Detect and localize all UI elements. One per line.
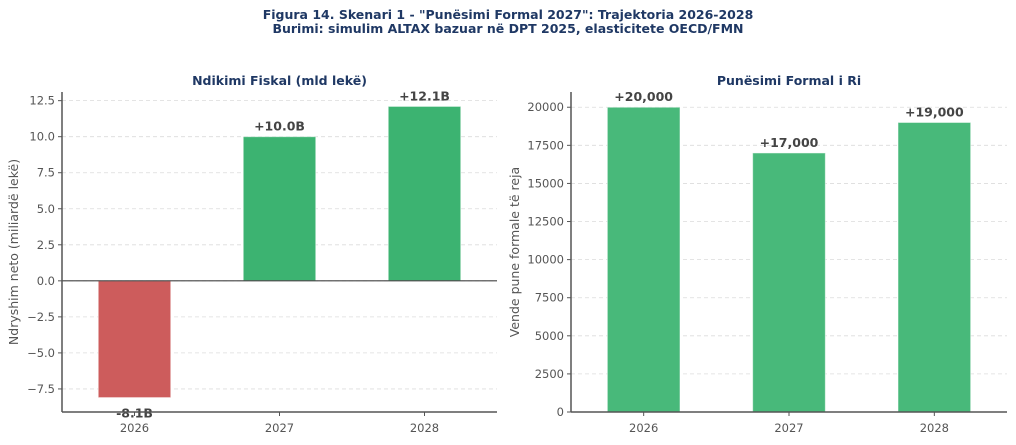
data-label: +20,000 — [614, 89, 673, 104]
x-tick-label: 2028 — [410, 421, 439, 435]
x-tick-label: 2026 — [629, 421, 658, 435]
y-tick-label: 2500 — [535, 367, 564, 381]
y-tick-label: 0.0 — [37, 274, 55, 288]
x-tick-label: 2028 — [920, 421, 949, 435]
x-tick-label: 2026 — [120, 421, 149, 435]
data-label: +12.1B — [399, 88, 450, 103]
chart-title: Punësimi Formal i Ri — [717, 73, 861, 88]
x-tick-label: 2027 — [774, 421, 803, 435]
y-axis-label: Vende pune formale të reja — [507, 167, 522, 337]
y-tick-label: 12500 — [527, 215, 564, 229]
y-tick-label: −7.5 — [27, 382, 55, 396]
data-label: +17,000 — [760, 135, 819, 150]
chart-title: Ndikimi Fiskal (mld lekë) — [192, 73, 367, 88]
bar-2028 — [897, 121, 972, 413]
bar-2027 — [752, 152, 826, 413]
bar-2026 — [606, 106, 681, 413]
data-label: +19,000 — [905, 104, 964, 119]
x-tick-label: 2027 — [265, 421, 294, 435]
y-tick-label: 7.5 — [37, 166, 55, 180]
y-tick-label: 10.0 — [29, 130, 55, 144]
y-tick-label: 0 — [557, 405, 564, 419]
subplot-1: −7.5−5.0−2.50.02.55.07.510.012.5-8.1B202… — [6, 73, 497, 435]
y-tick-label: −5.0 — [27, 346, 55, 360]
y-tick-label: 5.0 — [37, 202, 55, 216]
y-tick-label: −2.5 — [27, 310, 55, 324]
figure-title-line1: Figura 14. Skenari 1 - "Punësimi Formal … — [262, 7, 754, 22]
y-tick-label: 12.5 — [29, 94, 55, 108]
figure-title-line2: Burimi: simulim ALTAX bazuar në DPT 2025… — [272, 21, 744, 36]
bar-2028 — [387, 105, 462, 282]
y-axis-label: Ndryshim neto (miliardë lekë) — [6, 159, 21, 345]
y-tick-label: 15000 — [527, 176, 564, 190]
y-tick-label: 17500 — [527, 138, 564, 152]
bar-2026 — [97, 280, 172, 399]
y-tick-label: 2.5 — [37, 238, 55, 252]
y-tick-label: 10000 — [527, 253, 564, 267]
y-tick-label: 7500 — [535, 291, 564, 305]
bar-2027 — [242, 136, 317, 282]
y-tick-label: 20000 — [527, 100, 564, 114]
data-label: +10.0B — [254, 119, 305, 134]
y-tick-label: 5000 — [535, 329, 564, 343]
subplot-2: 0 2500 5000 7500 10000 12500 15000 17500 20000 +2… — [507, 73, 1007, 435]
